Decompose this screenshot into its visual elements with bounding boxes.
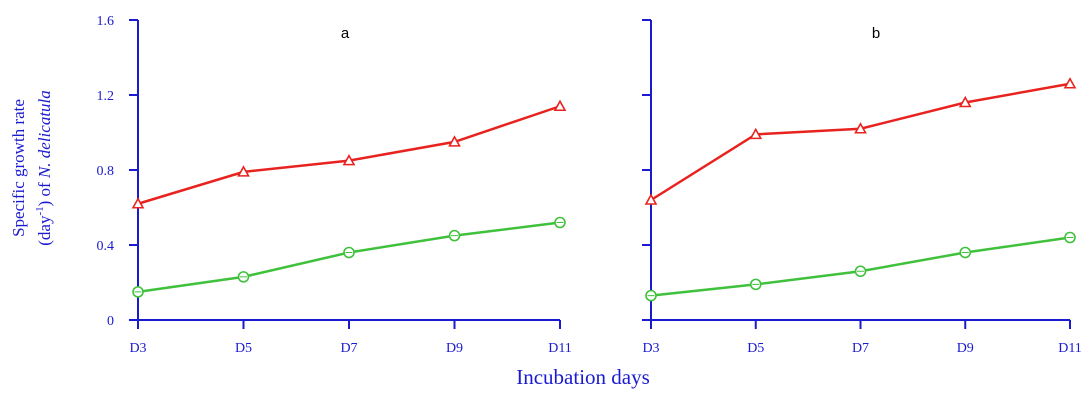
panel-b-x-tick-label: D9 bbox=[957, 341, 974, 356]
panel-a-y-tick-label: 0 bbox=[107, 314, 114, 329]
panel-a: 0 0.4 0.8 1.2 1.6 D3 D5 D7 D9 D11 a bbox=[97, 14, 572, 356]
panel-a-series-triangle-point bbox=[342, 153, 356, 166]
y-axis-title-line2-species: N. delicatula bbox=[35, 90, 54, 179]
panel-b-series-triangle-point bbox=[644, 193, 658, 205]
panel-a-x-tick-label: D7 bbox=[340, 341, 357, 356]
panel-a-x-tick-label: D9 bbox=[446, 341, 463, 356]
y-axis-title-line2-prefix: (day bbox=[35, 215, 54, 246]
y-axis-title: Specific growth rate bbox=[9, 99, 28, 237]
panel-b-series-triangle-point bbox=[854, 122, 867, 134]
y-axis-title-line2: (day-1) of N. delicatula bbox=[34, 90, 54, 246]
panel-a-x-tick-label: D5 bbox=[235, 341, 252, 356]
panel-b: D3 D5 D7 D9 D11 b bbox=[642, 19, 1082, 356]
panel-a-series-triangle-point bbox=[237, 165, 250, 177]
panel-b-label: b bbox=[872, 25, 880, 42]
panel-b-x-tick-label: D7 bbox=[852, 341, 869, 356]
panel-b-x-tick-label: D11 bbox=[1058, 341, 1082, 356]
panel-b-series-triangle-point bbox=[1063, 77, 1077, 89]
panel-a-x-tick-label: D11 bbox=[548, 341, 572, 356]
panel-b-x-tick-label: D5 bbox=[747, 341, 764, 356]
panel-b-x-tick-label: D3 bbox=[642, 341, 659, 356]
panel-a-series-triangle-point bbox=[131, 197, 145, 209]
x-axis-title: Incubation days bbox=[516, 365, 650, 389]
panel-a-y-tick-label: 1.6 bbox=[97, 14, 115, 29]
y-axis-title-line1: Specific growth rate bbox=[9, 99, 28, 237]
panel-b-series-triangle-point bbox=[958, 95, 972, 108]
y-axis-title-line2-sup: -1 bbox=[34, 206, 46, 215]
y-axis-title-line2-mid: ) of bbox=[35, 178, 54, 206]
panel-b-series-triangle-point bbox=[749, 127, 763, 140]
panel-a-series-triangle-point bbox=[448, 135, 461, 147]
panel-a-x-tick-label: D3 bbox=[129, 341, 146, 356]
panel-a-y-tick-label: 0.4 bbox=[97, 239, 115, 254]
panel-b-series-triangle-line bbox=[650, 82, 1071, 202]
panel-a-series-triangle-point bbox=[553, 99, 567, 112]
panel-a-label: a bbox=[341, 25, 350, 42]
panel-a-y-tick-label: 0.8 bbox=[97, 164, 115, 179]
panel-a-y-tick-label: 1.2 bbox=[97, 89, 115, 104]
